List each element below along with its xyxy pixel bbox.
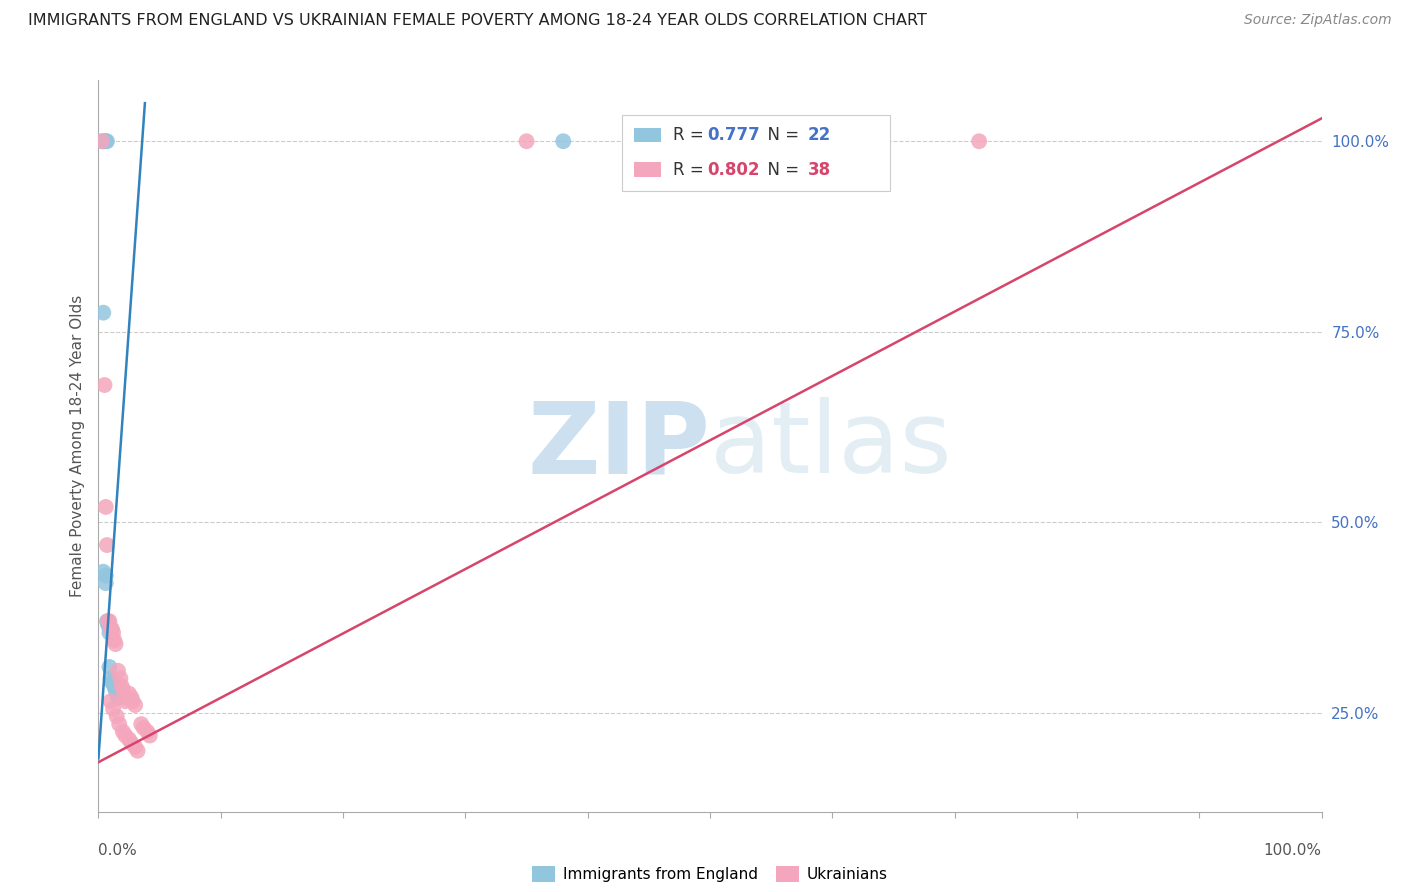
Text: R =: R =: [673, 126, 710, 145]
Point: [96, 614, 118, 628]
Legend: Immigrants from England, Ukrainians: Immigrants from England, Ukrainians: [526, 860, 894, 888]
FancyBboxPatch shape: [634, 128, 661, 143]
Point: [97, 614, 120, 628]
Point: [114, 694, 136, 708]
Point: [114, 729, 136, 743]
Point: [118, 687, 141, 701]
Point: [121, 694, 143, 708]
Point: [136, 724, 159, 739]
Point: [112, 690, 135, 705]
Point: [105, 682, 128, 697]
Point: [98, 614, 121, 628]
Point: [515, 134, 537, 148]
Point: [101, 622, 124, 636]
Point: [110, 672, 132, 686]
Text: ZIP: ZIP: [527, 398, 710, 494]
Text: 0.802: 0.802: [707, 161, 761, 178]
Point: [103, 679, 125, 693]
Point: [111, 724, 134, 739]
Point: [108, 717, 131, 731]
Point: [772, 134, 794, 148]
Point: [120, 690, 142, 705]
Point: [100, 672, 122, 686]
Point: [111, 679, 134, 693]
Text: 22: 22: [808, 126, 831, 145]
Text: 0.777: 0.777: [707, 126, 761, 145]
Point: [124, 698, 146, 712]
Point: [91, 134, 114, 148]
Point: [105, 687, 128, 701]
Text: N =: N =: [756, 126, 804, 145]
Point: [124, 739, 146, 754]
Point: [101, 675, 124, 690]
Y-axis label: Female Poverty Among 18-24 Year Olds: Female Poverty Among 18-24 Year Olds: [69, 295, 84, 597]
Point: [127, 744, 149, 758]
Point: [98, 625, 121, 640]
Point: [100, 622, 122, 636]
Point: [129, 717, 152, 731]
Point: [93, 134, 115, 148]
Point: [120, 736, 142, 750]
Point: [91, 134, 114, 148]
Point: [97, 618, 120, 632]
Point: [111, 682, 134, 697]
Point: [103, 633, 125, 648]
Point: [103, 679, 125, 693]
Point: [132, 721, 155, 735]
Point: [101, 702, 124, 716]
Point: [91, 565, 114, 579]
Text: R =: R =: [673, 161, 710, 178]
Text: IMMIGRANTS FROM ENGLAND VS UKRAINIAN FEMALE POVERTY AMONG 18-24 YEAR OLDS CORREL: IMMIGRANTS FROM ENGLAND VS UKRAINIAN FEM…: [28, 13, 927, 29]
Point: [93, 378, 115, 392]
Point: [967, 134, 990, 148]
Text: atlas: atlas: [710, 398, 952, 494]
Point: [94, 568, 117, 582]
Point: [100, 694, 122, 708]
Point: [98, 660, 121, 674]
Point: [91, 306, 114, 320]
Point: [94, 576, 117, 591]
Point: [101, 675, 124, 690]
Point: [96, 538, 118, 552]
Point: [553, 134, 575, 148]
Point: [105, 709, 128, 723]
Point: [118, 732, 141, 747]
Point: [94, 134, 117, 148]
Text: N =: N =: [756, 161, 804, 178]
Point: [96, 134, 118, 148]
Point: [139, 729, 162, 743]
Point: [104, 637, 127, 651]
Point: [101, 625, 124, 640]
Point: [94, 500, 117, 514]
Text: 0.0%: 0.0%: [98, 843, 138, 858]
FancyBboxPatch shape: [634, 162, 661, 177]
Point: [107, 664, 129, 678]
Text: Source: ZipAtlas.com: Source: ZipAtlas.com: [1244, 13, 1392, 28]
Text: 100.0%: 100.0%: [1264, 843, 1322, 858]
Text: 38: 38: [808, 161, 831, 178]
Point: [104, 682, 127, 697]
Point: [107, 690, 129, 705]
FancyBboxPatch shape: [621, 115, 890, 192]
